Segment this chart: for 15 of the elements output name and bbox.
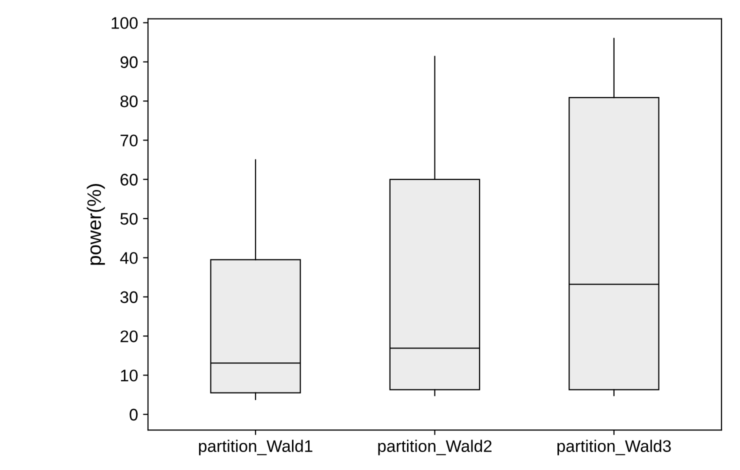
y-tick-label: 20	[120, 330, 138, 342]
y-tick-label: 50	[120, 212, 138, 225]
y-axis-title: power(%)	[86, 184, 105, 265]
y-tick-label: 100	[112, 17, 138, 29]
y-tick-label: 30	[120, 291, 138, 304]
y-tick-label: 90	[120, 56, 138, 68]
y-tick-label: 10	[121, 370, 138, 382]
y-tick-label: 0	[130, 408, 138, 421]
x-tick-label: partition_Wald1	[199, 440, 312, 456]
x-tick-label: partition_Wald2	[378, 440, 492, 456]
y-tick-label: 40	[120, 252, 138, 264]
y-tick-label: 70	[120, 134, 138, 146]
x-tick-label: partition_Wald3	[557, 440, 671, 456]
y-tick-label: 80	[120, 95, 138, 108]
y-tick-label: 60	[120, 174, 138, 186]
